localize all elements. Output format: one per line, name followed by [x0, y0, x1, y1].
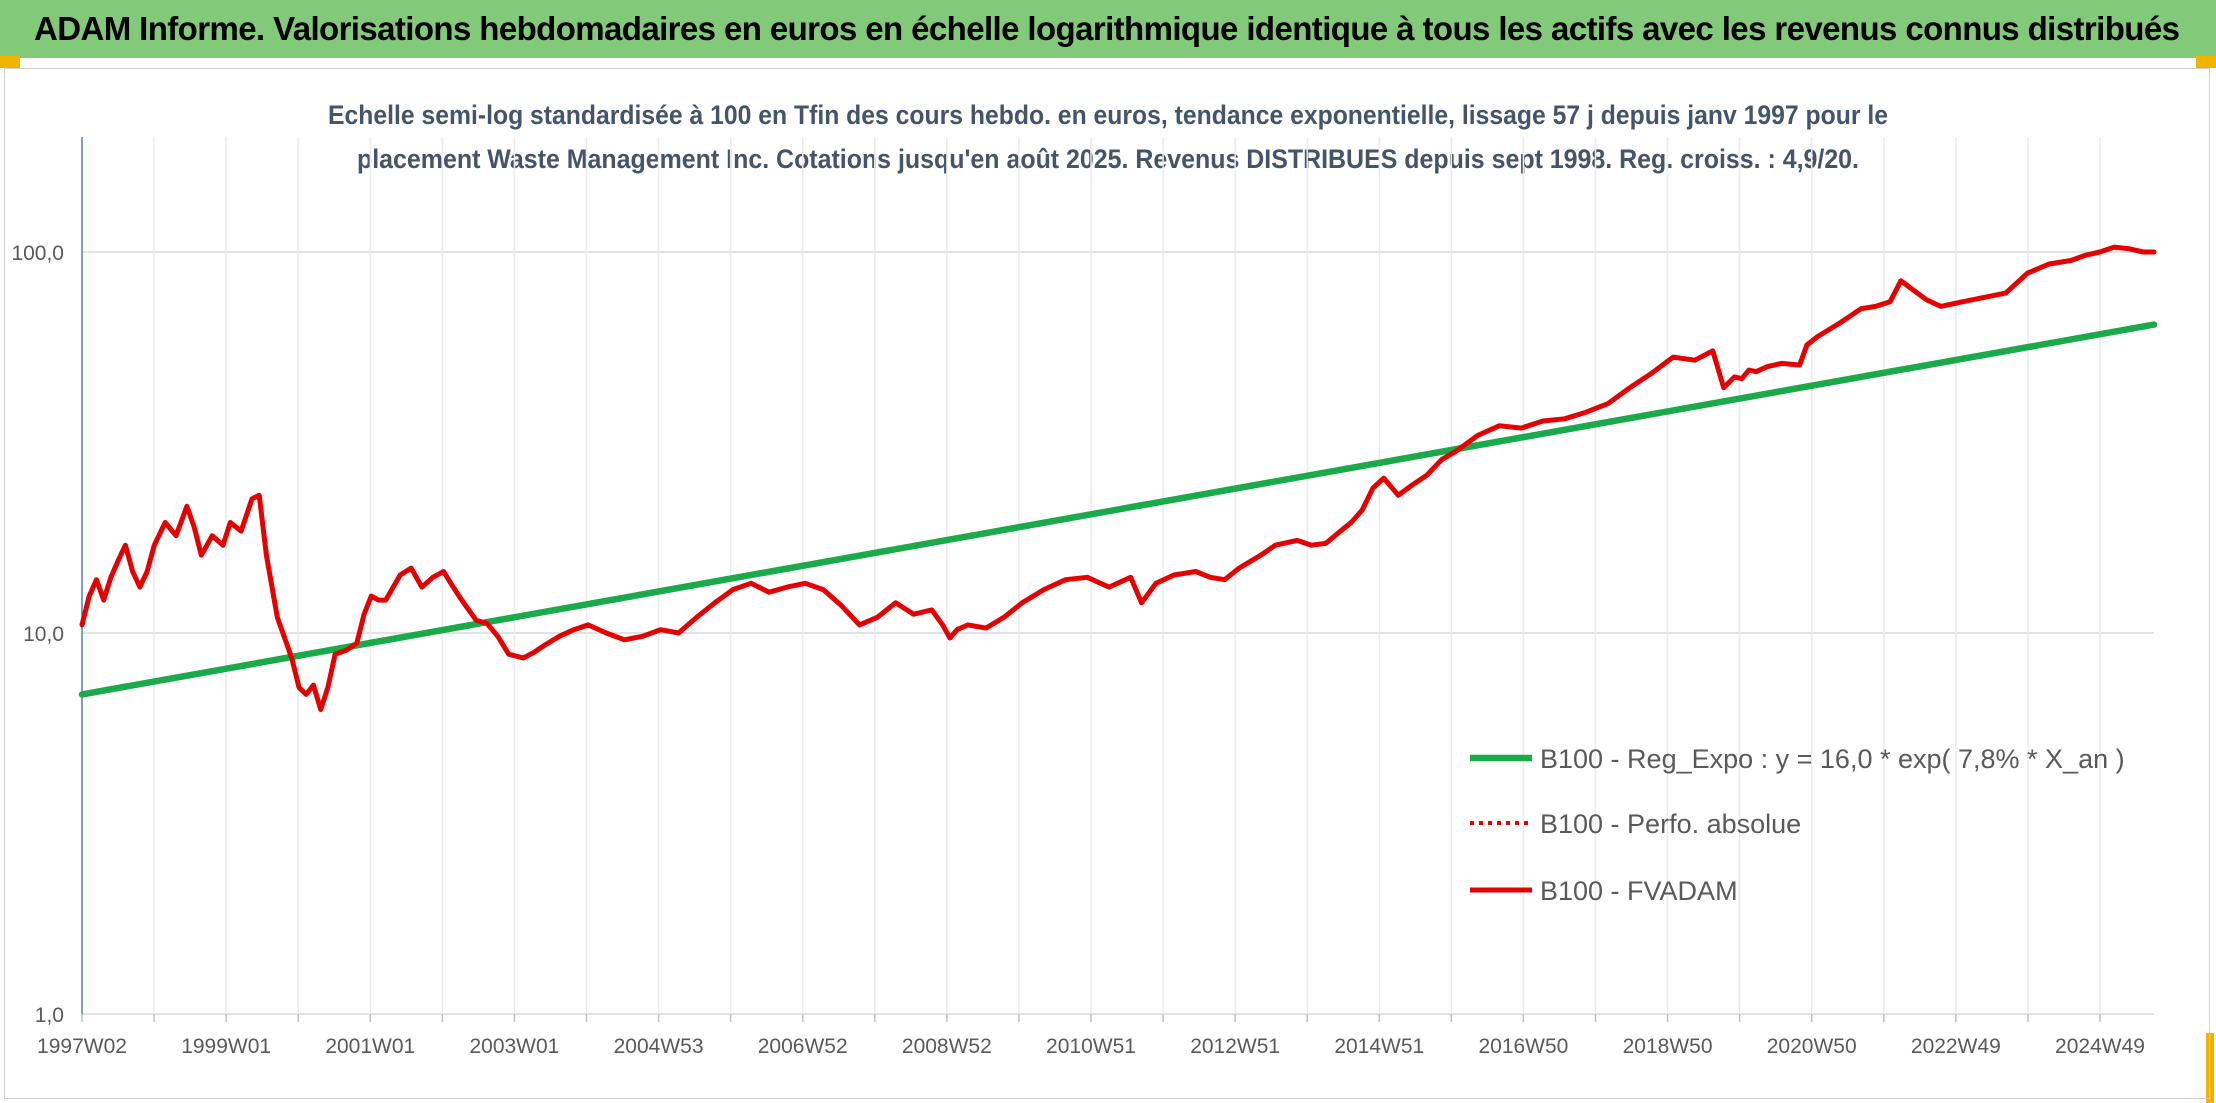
chart-title-line-1: Echelle semi-log standardisée à 100 en T…	[328, 100, 1888, 130]
legend-label-absolute-perf-series: B100 - Perfo. absolue	[1540, 809, 1801, 839]
legend-label-fvadam-series: B100 - FVADAM	[1540, 876, 1738, 906]
x-tick-label: 2008W52	[902, 1035, 992, 1058]
report-title: ADAM Informe. Valorisations hebdomadaire…	[34, 10, 2180, 47]
x-tick-label: 2016W50	[1478, 1035, 1568, 1058]
x-tick-labels: 1997W02 1999W01 2001W01 2003W01 2004W53 2006W…	[37, 1035, 2145, 1058]
y-tick-label: 10,0	[23, 623, 64, 646]
chart-frame	[4, 68, 2210, 1099]
data-series	[78, 244, 2158, 712]
x-tick-label: 1997W02	[37, 1035, 127, 1058]
x-tick-label: 2010W51	[1046, 1035, 1136, 1058]
corner-mark-right	[2196, 56, 2216, 68]
x-tick-label: 2022W49	[1911, 1035, 2001, 1058]
x-tick-label: 2006W52	[758, 1035, 848, 1058]
report-banner: ADAM Informe. Valorisations hebdomadaire…	[0, 0, 2216, 58]
x-tick-label: 2001W01	[325, 1035, 415, 1058]
x-tick-label: 2003W01	[469, 1035, 559, 1058]
x-tick-label: 2024W49	[2055, 1035, 2145, 1058]
trend-series	[78, 321, 2158, 698]
x-tick-label: 1999W01	[181, 1035, 271, 1058]
x-tick-label: 2018W50	[1623, 1035, 1713, 1058]
fvadam-series	[79, 244, 2157, 712]
x-tick-label: 2014W51	[1334, 1035, 1424, 1058]
grid-lines	[81, 137, 2154, 1015]
corner-mark-left	[0, 56, 20, 68]
x-tick-label: 2012W51	[1190, 1035, 1280, 1058]
corner-mark-bottom-right	[2206, 1033, 2214, 1103]
x-tick-label: 2004W53	[614, 1035, 704, 1058]
x-tick-label: 2020W50	[1767, 1035, 1857, 1058]
x-tick-marks	[81, 1014, 2101, 1022]
y-tick-label: 100,0	[11, 242, 64, 265]
legend-label-trend-series: B100 - Reg_Expo : y = 16,0 * exp( 7,8% *…	[1540, 744, 2125, 774]
y-tick-labels: 1,0 10,0 100,0	[11, 242, 64, 1027]
chart-title-line-2: placement Waste Management Inc. Cotation…	[357, 144, 1859, 174]
chart-legend: B100 - Reg_Expo : y = 16,0 * exp( 7,8% *…	[1470, 744, 2125, 906]
y-tick-label: 1,0	[35, 1004, 64, 1027]
